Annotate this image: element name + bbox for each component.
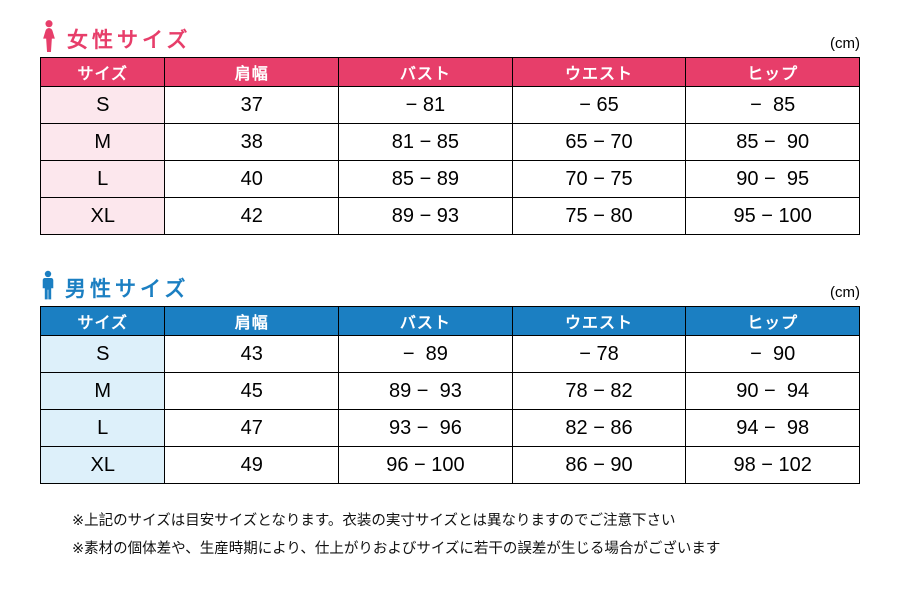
table-row: L 40 85 − 89 70 − 75 90 − 95 [39,160,860,198]
men-unit-label: (cm) [830,283,860,301]
men-header-waist: ウエスト [511,306,687,336]
size-label-cell: M [39,372,166,410]
table-row: M 38 81 − 85 65 − 70 85 − 90 [39,123,860,161]
size-label-cell: L [39,160,166,198]
hip-cell: 85 − 90 [685,123,860,161]
shoulder-cell: 49 [164,446,340,484]
women-section-header: 女性サイズ (cm) [40,16,860,52]
bust-cell: 93 − 96 [338,409,513,447]
shoulder-cell: 45 [164,372,340,410]
size-label-cell: XL [39,197,166,235]
women-size-title: 女性サイズ [67,28,192,52]
men-section-header: 男性サイズ (cm) [40,265,860,301]
women-header-row: サイズ 肩幅 バスト ウエスト ヒップ [39,57,860,87]
hip-cell: 98 − 102 [685,446,860,484]
men-header-shoulder: 肩幅 [164,306,340,336]
waist-cell: 70 − 75 [511,160,687,198]
women-header-hip: ヒップ [685,57,860,87]
hip-cell: 95 − 100 [685,197,860,235]
shoulder-cell: 38 [164,123,340,161]
female-figure-icon [40,20,58,52]
waist-cell: 65 − 70 [511,123,687,161]
hip-cell: − 90 [685,335,860,373]
hip-cell: 94 − 98 [685,409,860,447]
bust-cell: − 81 [338,86,513,124]
men-size-title: 男性サイズ [65,277,190,301]
table-row: XL 49 96 − 100 86 − 90 98 − 102 [39,446,860,484]
men-header-row: サイズ 肩幅 バスト ウエスト ヒップ [39,306,860,336]
bust-cell: 89 − 93 [338,197,513,235]
men-header-bust: バスト [338,306,513,336]
table-row: XL 42 89 − 93 75 − 80 95 − 100 [39,197,860,235]
women-header-waist: ウエスト [511,57,687,87]
table-row: S 43 − 89 − 78 − 90 [39,335,860,373]
table-row: L 47 93 − 96 82 − 86 94 − 98 [39,409,860,447]
bust-cell: 96 − 100 [338,446,513,484]
waist-cell: 82 − 86 [511,409,687,447]
size-label-cell: S [39,86,166,124]
waist-cell: − 65 [511,86,687,124]
men-size-section: 男性サイズ (cm) サイズ 肩幅 バスト ウエスト ヒップ S 43 − 89 [39,265,860,484]
notes: ※上記のサイズは目安サイズとなります。衣装の実寸サイズとは異なりますのでご注意下… [72,510,860,561]
shoulder-cell: 42 [164,197,340,235]
shoulder-cell: 37 [164,86,340,124]
size-label-cell: L [39,409,166,447]
male-figure-icon [40,269,56,301]
men-header-hip: ヒップ [685,306,860,336]
size-label-cell: S [39,335,166,373]
waist-cell: − 78 [511,335,687,373]
women-header-bust: バスト [338,57,513,87]
hip-cell: 90 − 94 [685,372,860,410]
men-size-table: サイズ 肩幅 バスト ウエスト ヒップ S 43 − 89 − 78 − 90 … [39,306,860,484]
bust-cell: − 89 [338,335,513,373]
size-chart-page: 女性サイズ (cm) サイズ 肩幅 バスト ウエスト ヒップ S 37 − 81 [39,16,860,561]
hip-cell: 90 − 95 [685,160,860,198]
waist-cell: 86 − 90 [511,446,687,484]
table-row: S 37 − 81 − 65 − 85 [39,86,860,124]
women-size-section: 女性サイズ (cm) サイズ 肩幅 バスト ウエスト ヒップ S 37 − 81 [39,16,860,235]
women-unit-label: (cm) [830,34,860,52]
hip-cell: − 85 [685,86,860,124]
bust-cell: 85 − 89 [338,160,513,198]
women-header-size: サイズ [39,57,166,87]
waist-cell: 75 − 80 [511,197,687,235]
size-label-cell: M [39,123,166,161]
waist-cell: 78 − 82 [511,372,687,410]
women-size-table: サイズ 肩幅 バスト ウエスト ヒップ S 37 − 81 − 65 − 85 … [39,57,860,235]
note-line-2: ※素材の個体差や、生産時期により、仕上がりおよびサイズに若干の誤差が生じる場合が… [72,541,721,558]
bust-cell: 89 − 93 [338,372,513,410]
note-line-1: ※上記のサイズは目安サイズとなります。衣装の実寸サイズとは異なりますのでご注意下… [72,513,676,529]
shoulder-cell: 43 [164,335,340,373]
shoulder-cell: 47 [164,409,340,447]
shoulder-cell: 40 [164,160,340,198]
table-row: M 45 89 − 93 78 − 82 90 − 94 [39,372,860,410]
bust-cell: 81 − 85 [338,123,513,161]
women-header-shoulder: 肩幅 [164,57,340,87]
men-header-size: サイズ [39,306,166,336]
size-label-cell: XL [39,446,166,484]
